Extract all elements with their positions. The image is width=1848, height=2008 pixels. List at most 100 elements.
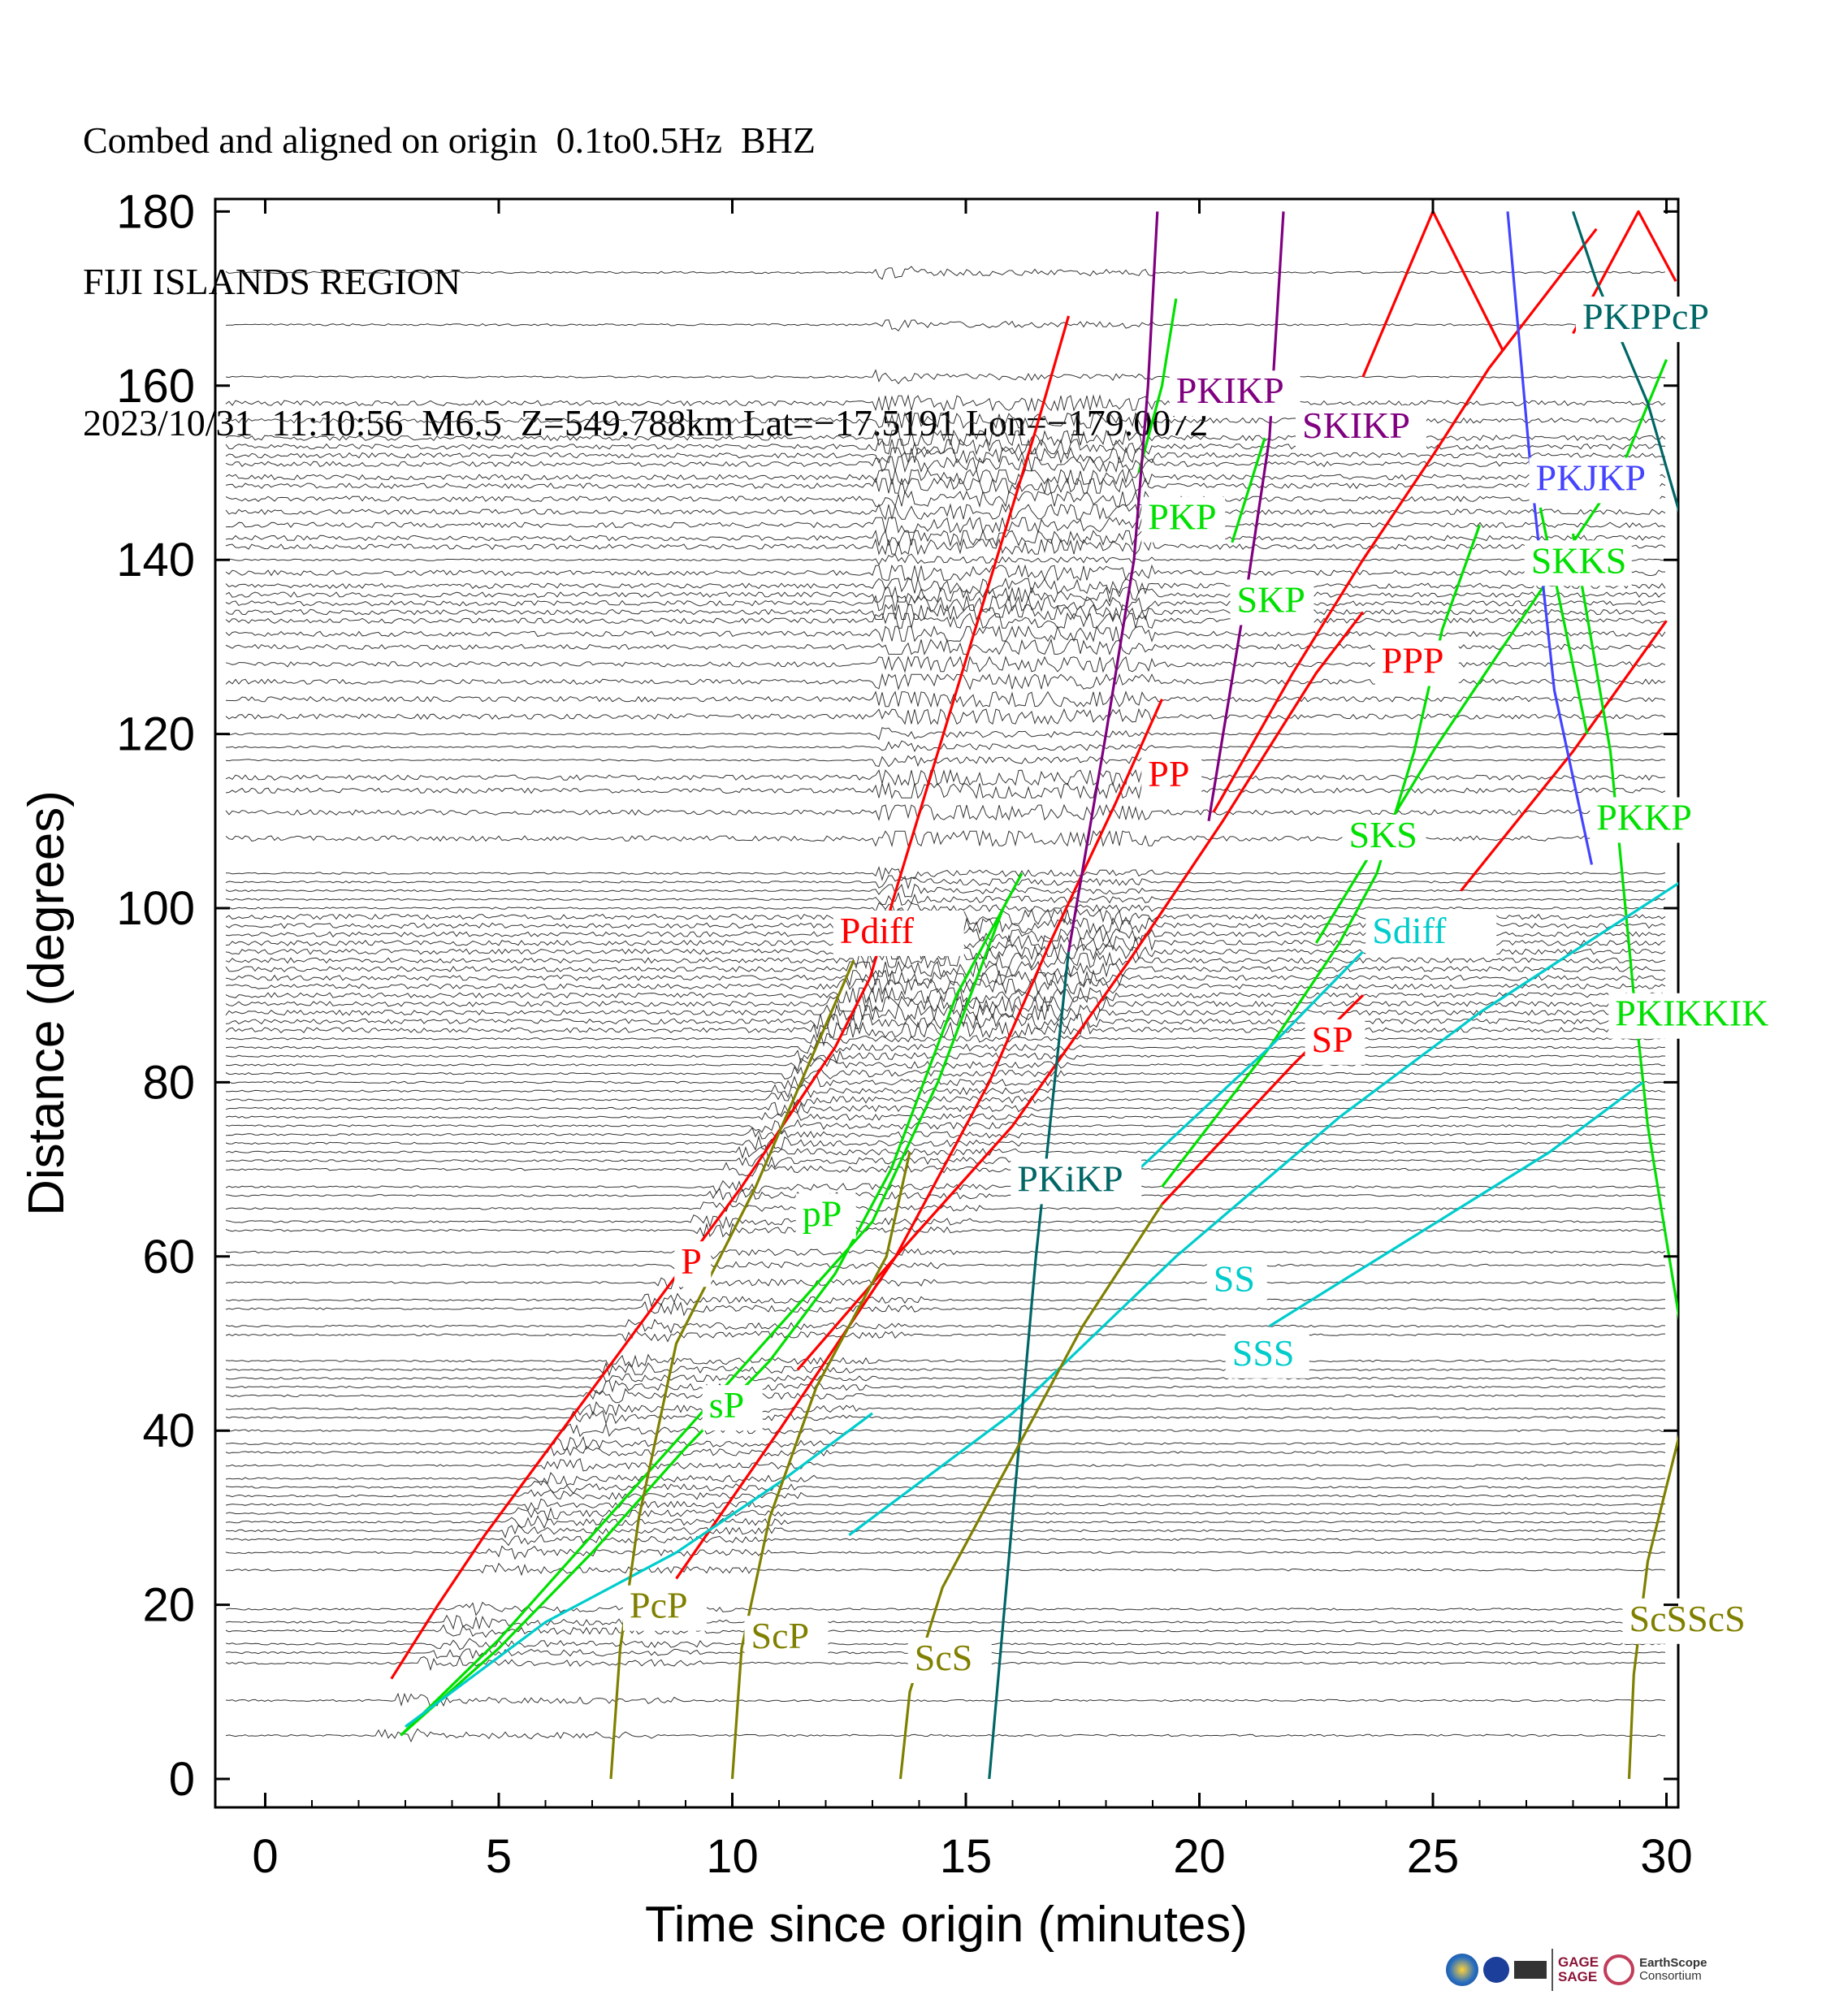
phase-label-box bbox=[1374, 640, 1459, 686]
seismogram-trace bbox=[225, 1692, 1666, 1708]
seismogram-traces bbox=[225, 266, 1666, 1743]
seismogram-trace bbox=[225, 1379, 1666, 1394]
seismogram-trace bbox=[225, 429, 1666, 447]
seismogram-trace bbox=[225, 1562, 1666, 1577]
phase-label-sks: SKS bbox=[1349, 814, 1417, 855]
phase-labels: PKIKPSKIKPPKPPcPPKJKPPKPSKKSSKPPPPPPPKKP… bbox=[623, 296, 1787, 1683]
seismogram-trace bbox=[225, 1145, 1666, 1160]
y-tick-label: 160 bbox=[116, 360, 195, 413]
phase-label-skks: SKKS bbox=[1531, 539, 1627, 581]
seismogram-trace bbox=[225, 586, 1666, 604]
seismogram-trace bbox=[225, 781, 1666, 800]
phase-curve-sdiff bbox=[1137, 950, 1364, 1171]
phase-label-box bbox=[1342, 814, 1426, 860]
phase-label-ppp: PPP bbox=[1382, 640, 1444, 682]
seismogram-trace bbox=[225, 1498, 1666, 1512]
seismogram-trace bbox=[225, 1162, 1666, 1177]
seismogram-trace bbox=[225, 1318, 1666, 1335]
phase-label-pkikp: PKIKP bbox=[1176, 370, 1284, 411]
seismogram-trace bbox=[225, 891, 1666, 906]
gage-sage-logo: GAGE SAGE bbox=[1558, 1955, 1599, 1984]
phase-label-ss: SS bbox=[1214, 1258, 1255, 1300]
seismogram-trace bbox=[225, 1471, 1666, 1487]
seismogram-trace bbox=[225, 564, 1666, 582]
phase-label-box bbox=[1141, 753, 1202, 799]
seismogram-trace bbox=[225, 951, 1666, 970]
phase-curve-scs bbox=[898, 1203, 1163, 1780]
seismogram-trace bbox=[225, 1245, 1666, 1260]
seismogram-trace bbox=[225, 538, 1666, 556]
y-tick-label: 60 bbox=[142, 1231, 195, 1283]
seismogram-trace bbox=[225, 1179, 1666, 1195]
seismogram-trace bbox=[225, 1614, 1665, 1630]
seismogram-trace bbox=[225, 1545, 1666, 1560]
seismogram-trace bbox=[225, 468, 1666, 486]
y-tick-label: 80 bbox=[142, 1056, 195, 1109]
phase-label-sdiff: Sdiff bbox=[1372, 910, 1447, 951]
phase-label-box bbox=[1225, 1332, 1309, 1378]
phase-curve-sss bbox=[1268, 1081, 1644, 1327]
seismogram-trace bbox=[225, 1435, 1666, 1451]
phase-label-box bbox=[795, 1193, 856, 1240]
phase-label-box bbox=[1590, 797, 1698, 843]
phase-label-pdiff: Pdiff bbox=[840, 910, 915, 951]
phase-label-scsscs: ScSScS bbox=[1629, 1598, 1746, 1639]
seismogram-trace bbox=[225, 829, 1666, 848]
phase-curve-skikp bbox=[1207, 211, 1285, 822]
y-tick-label: 140 bbox=[116, 534, 195, 586]
y-tick-label: 180 bbox=[116, 185, 195, 238]
phase-curve-skp bbox=[1231, 437, 1266, 543]
phase-label-p: P bbox=[681, 1240, 702, 1282]
seismogram-trace bbox=[225, 727, 1666, 741]
phase-label-sp: sP bbox=[709, 1384, 744, 1426]
nsf-logo bbox=[1446, 1954, 1478, 1986]
seismogram-trace bbox=[225, 1003, 1666, 1022]
phase-curve-sp bbox=[400, 872, 1024, 1737]
seismogram-trace bbox=[225, 477, 1666, 495]
phase-label-pp: pP bbox=[803, 1192, 842, 1234]
phase-label-box bbox=[833, 910, 964, 956]
seismogram-trace bbox=[225, 690, 1666, 708]
seismogram-trace bbox=[225, 1480, 1666, 1495]
seismogram-trace bbox=[225, 969, 1666, 987]
phase-label-pp: PP bbox=[1148, 753, 1189, 794]
x-tick-label: 25 bbox=[1407, 1830, 1460, 1883]
seismogram-trace bbox=[225, 1400, 1666, 1417]
y-tick-label: 100 bbox=[116, 882, 195, 935]
seismogram-trace bbox=[225, 1601, 1666, 1616]
seismogram-trace bbox=[225, 1457, 1666, 1472]
phase-label-box bbox=[1305, 1019, 1365, 1065]
phase-label-box bbox=[1141, 496, 1226, 543]
seismogram-trace bbox=[226, 740, 1666, 753]
seismogram-trace bbox=[225, 1525, 1666, 1538]
phase-label-box bbox=[907, 1638, 992, 1683]
seismogram-trace bbox=[225, 577, 1666, 595]
seismogram-trace bbox=[225, 1258, 1666, 1270]
phase-label-pcp: PcP bbox=[630, 1585, 688, 1626]
seismogram-trace bbox=[225, 369, 1666, 385]
phase-label-box bbox=[1529, 457, 1660, 504]
phase-curve-pkikp bbox=[988, 951, 1071, 1780]
x-tick-label: 10 bbox=[706, 1830, 759, 1883]
seismogram-trace bbox=[225, 1049, 1666, 1065]
phase-curve-ppp bbox=[796, 611, 1365, 1371]
phase-label-box bbox=[1622, 1598, 1777, 1644]
phase-curve-ss bbox=[848, 881, 1678, 1537]
y-tick-label: 40 bbox=[142, 1404, 195, 1457]
seismogram-trace bbox=[225, 1031, 1666, 1047]
seismogram-trace bbox=[225, 1292, 1666, 1308]
phase-curve-pkp-vertex bbox=[1572, 210, 1677, 335]
phase-curve-scp bbox=[730, 1151, 911, 1780]
seismogram-trace bbox=[225, 1277, 1666, 1290]
sage-text: SAGE bbox=[1558, 1969, 1598, 1984]
seismogram-trace bbox=[225, 1066, 1666, 1080]
seismogram-trace bbox=[225, 768, 1666, 787]
phase-curve-pkikp bbox=[1067, 211, 1159, 952]
phase-curve-pkppcp bbox=[1571, 210, 1678, 513]
phase-curve-pp bbox=[675, 699, 1163, 1580]
y-tick-label: 0 bbox=[169, 1753, 195, 1806]
x-tick-label: 20 bbox=[1173, 1830, 1226, 1883]
seismogram-trace bbox=[225, 866, 1666, 882]
phase-curve-p bbox=[390, 977, 872, 1680]
